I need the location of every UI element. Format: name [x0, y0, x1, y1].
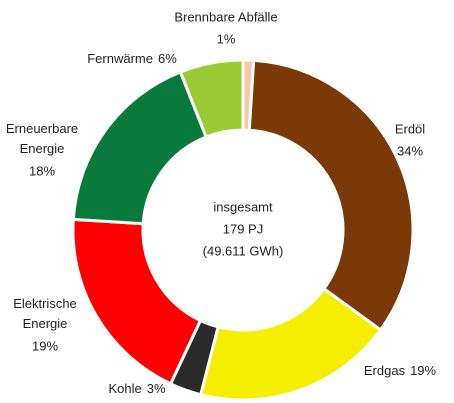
category-name: Kohle — [108, 381, 141, 396]
slice-label: Brennbare Abfälle 1% — [174, 9, 277, 46]
category-name: Brennbare Abfälle — [174, 9, 277, 24]
category-name-line: Erneuerbare — [6, 121, 78, 136]
category-name: Elektrische Energie — [13, 296, 77, 331]
category-name: Erneuerbare Energie — [6, 121, 78, 156]
slice-label: Erdöl 34% — [395, 121, 425, 158]
value-label: 34% — [397, 143, 423, 158]
category-name: Fernwärme — [87, 51, 153, 66]
slice-label-text: Kohle 3% — [108, 381, 165, 396]
donut-slice — [247, 58, 415, 333]
slice-label-text: Erdgas 19% — [364, 363, 437, 378]
donut-slice — [178, 58, 245, 139]
category-name: Erdgas — [364, 363, 406, 378]
value-label: 18% — [29, 163, 55, 178]
value-label: 19% — [410, 363, 436, 378]
value-label: 6% — [158, 51, 177, 66]
category-name: Erdöl — [395, 121, 425, 136]
slice-label: Elektrische Energie 19% — [13, 296, 77, 353]
value-label: 3% — [147, 381, 166, 396]
slice-label: Kohle 3% — [108, 381, 165, 396]
category-name-line: Elektrische — [13, 296, 77, 311]
slice-label: Erdgas 19% — [364, 363, 437, 378]
slice-label: Erneuerbare Energie 18% — [6, 121, 78, 178]
slice-label: Fernwärme 6% — [87, 51, 177, 66]
value-label: 1% — [217, 31, 236, 46]
center-text: (49.611 GWh) — [203, 243, 284, 258]
slice-label-text: Fernwärme 6% — [87, 51, 177, 66]
donut-slice — [71, 217, 203, 386]
center-text: 179 PJ — [223, 221, 263, 236]
category-name-line: Energie — [20, 141, 65, 156]
center-text: insgesamt — [213, 199, 273, 214]
donut-slice — [71, 69, 209, 226]
value-label: 19% — [32, 338, 58, 353]
category-name-line: Energie — [23, 316, 68, 331]
